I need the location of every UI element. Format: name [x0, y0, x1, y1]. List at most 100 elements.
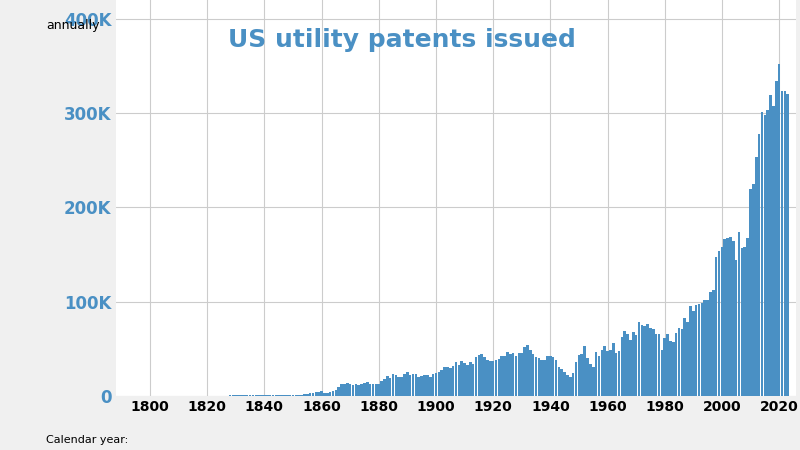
Bar [460, 361, 463, 396]
Bar [738, 232, 740, 396]
Bar [581, 354, 583, 396]
Bar [398, 377, 400, 396]
Bar [486, 360, 489, 396]
Bar [283, 395, 286, 396]
Bar [414, 374, 418, 396]
Bar [478, 355, 480, 396]
Bar [663, 338, 666, 396]
Bar [249, 395, 251, 396]
Bar [783, 91, 786, 396]
Bar [549, 356, 552, 396]
Bar [534, 357, 538, 396]
Bar [683, 318, 686, 396]
Bar [309, 393, 311, 396]
Bar [466, 365, 469, 396]
Bar [252, 395, 254, 396]
Bar [472, 364, 474, 396]
Bar [418, 377, 420, 396]
Bar [386, 376, 389, 396]
Bar [721, 248, 723, 396]
Bar [678, 328, 680, 396]
Bar [334, 390, 337, 396]
Bar [526, 346, 529, 396]
Bar [695, 305, 698, 396]
Bar [326, 392, 329, 396]
Bar [592, 367, 594, 396]
Bar [298, 395, 300, 396]
Bar [463, 363, 466, 396]
Bar [378, 384, 380, 396]
Bar [603, 346, 606, 396]
Text: annually: annually [46, 19, 100, 32]
Bar [332, 392, 334, 396]
Bar [352, 385, 354, 396]
Bar [292, 395, 294, 396]
Bar [554, 360, 558, 396]
Bar [658, 333, 660, 396]
Bar [686, 322, 689, 396]
Bar [770, 95, 772, 396]
Bar [629, 340, 632, 396]
Bar [532, 354, 534, 396]
Bar [709, 292, 712, 396]
Bar [712, 290, 714, 396]
Bar [655, 334, 658, 396]
Bar [778, 64, 780, 396]
Bar [766, 110, 769, 396]
Bar [243, 395, 246, 396]
Bar [615, 353, 618, 396]
Bar [280, 395, 283, 396]
Bar [469, 362, 471, 396]
Bar [741, 248, 743, 396]
Bar [320, 392, 323, 396]
Bar [358, 385, 360, 396]
Bar [314, 392, 317, 396]
Bar [726, 238, 729, 396]
Bar [729, 237, 732, 396]
Bar [681, 329, 683, 396]
Bar [369, 384, 371, 396]
Bar [589, 364, 592, 396]
Bar [443, 367, 446, 396]
Bar [234, 395, 237, 396]
Bar [406, 372, 409, 396]
Bar [635, 335, 638, 396]
Bar [518, 353, 520, 396]
Bar [761, 112, 763, 396]
Bar [360, 384, 363, 396]
Bar [489, 361, 491, 396]
Bar [558, 367, 560, 396]
Bar [718, 251, 720, 396]
Bar [440, 370, 443, 396]
Bar [638, 322, 640, 396]
Bar [543, 360, 546, 396]
Bar [409, 375, 411, 396]
Bar [514, 356, 518, 396]
Bar [623, 331, 626, 396]
Bar [772, 106, 774, 396]
Bar [563, 372, 566, 396]
Bar [666, 334, 669, 396]
Bar [646, 324, 649, 396]
Bar [494, 360, 498, 396]
Bar [763, 115, 766, 396]
Bar [609, 350, 612, 396]
Bar [689, 306, 692, 396]
Bar [521, 353, 523, 396]
Bar [312, 393, 314, 396]
Bar [454, 362, 458, 396]
Bar [452, 366, 454, 396]
Bar [598, 356, 600, 396]
Bar [246, 395, 249, 396]
Bar [578, 355, 580, 396]
Bar [561, 369, 563, 396]
Bar [374, 384, 377, 396]
Bar [503, 356, 506, 396]
Bar [512, 353, 514, 396]
Bar [318, 392, 320, 396]
Bar [400, 378, 403, 396]
Bar [523, 347, 526, 396]
Bar [303, 394, 306, 396]
Bar [498, 359, 500, 396]
Bar [289, 395, 291, 396]
